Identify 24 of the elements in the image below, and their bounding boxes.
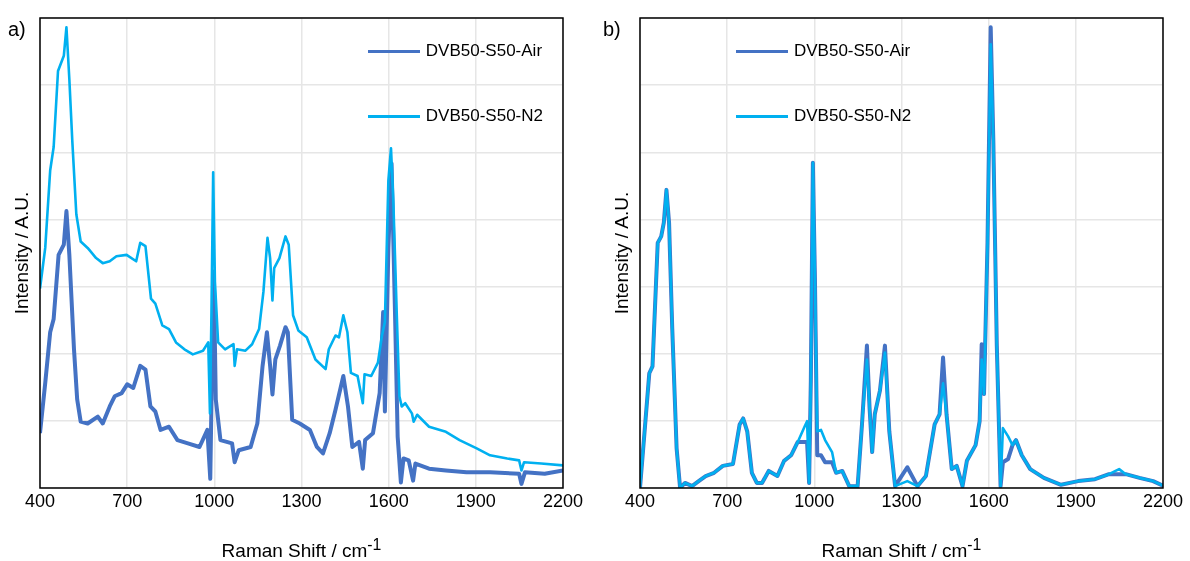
x-tick-label: 2200 <box>1142 490 1184 511</box>
legend-label: DVB50-S50-Air <box>794 41 911 61</box>
chart-title: a) <box>8 18 26 41</box>
chart-title: b) <box>603 18 621 41</box>
x-axis-title: Raman Shift / cm$^{-1}$ <box>820 536 983 561</box>
x-tick-label: 700 <box>712 490 743 511</box>
legend-label: DVB50-S50-N2 <box>425 106 543 126</box>
x-tick-label: 1300 <box>881 490 922 511</box>
x-axis-title: Raman Shift / cm$^{-1}$ <box>220 536 383 561</box>
y-axis-title: Intensity / A.U. <box>11 191 33 315</box>
x-tick-label: 1000 <box>794 490 835 511</box>
x-tick-label: 400 <box>24 490 56 511</box>
x-tick-label: 1000 <box>194 490 235 511</box>
y-axis-title: Intensity / A.U. <box>611 191 633 315</box>
x-tick-label: 1300 <box>281 490 322 511</box>
x-tick-label: 1600 <box>968 490 1009 511</box>
x-tick-label: 400 <box>624 490 656 511</box>
x-tick-label: 1900 <box>455 490 496 511</box>
legend-label: DVB50-S50-N2 <box>794 106 912 126</box>
x-tick-label: 1900 <box>1055 490 1096 511</box>
x-tick-label: 700 <box>112 490 143 511</box>
legend-label: DVB50-S50-Air <box>425 41 543 61</box>
x-tick-label: 1600 <box>368 490 409 511</box>
x-tick-label: 2200 <box>542 490 584 511</box>
